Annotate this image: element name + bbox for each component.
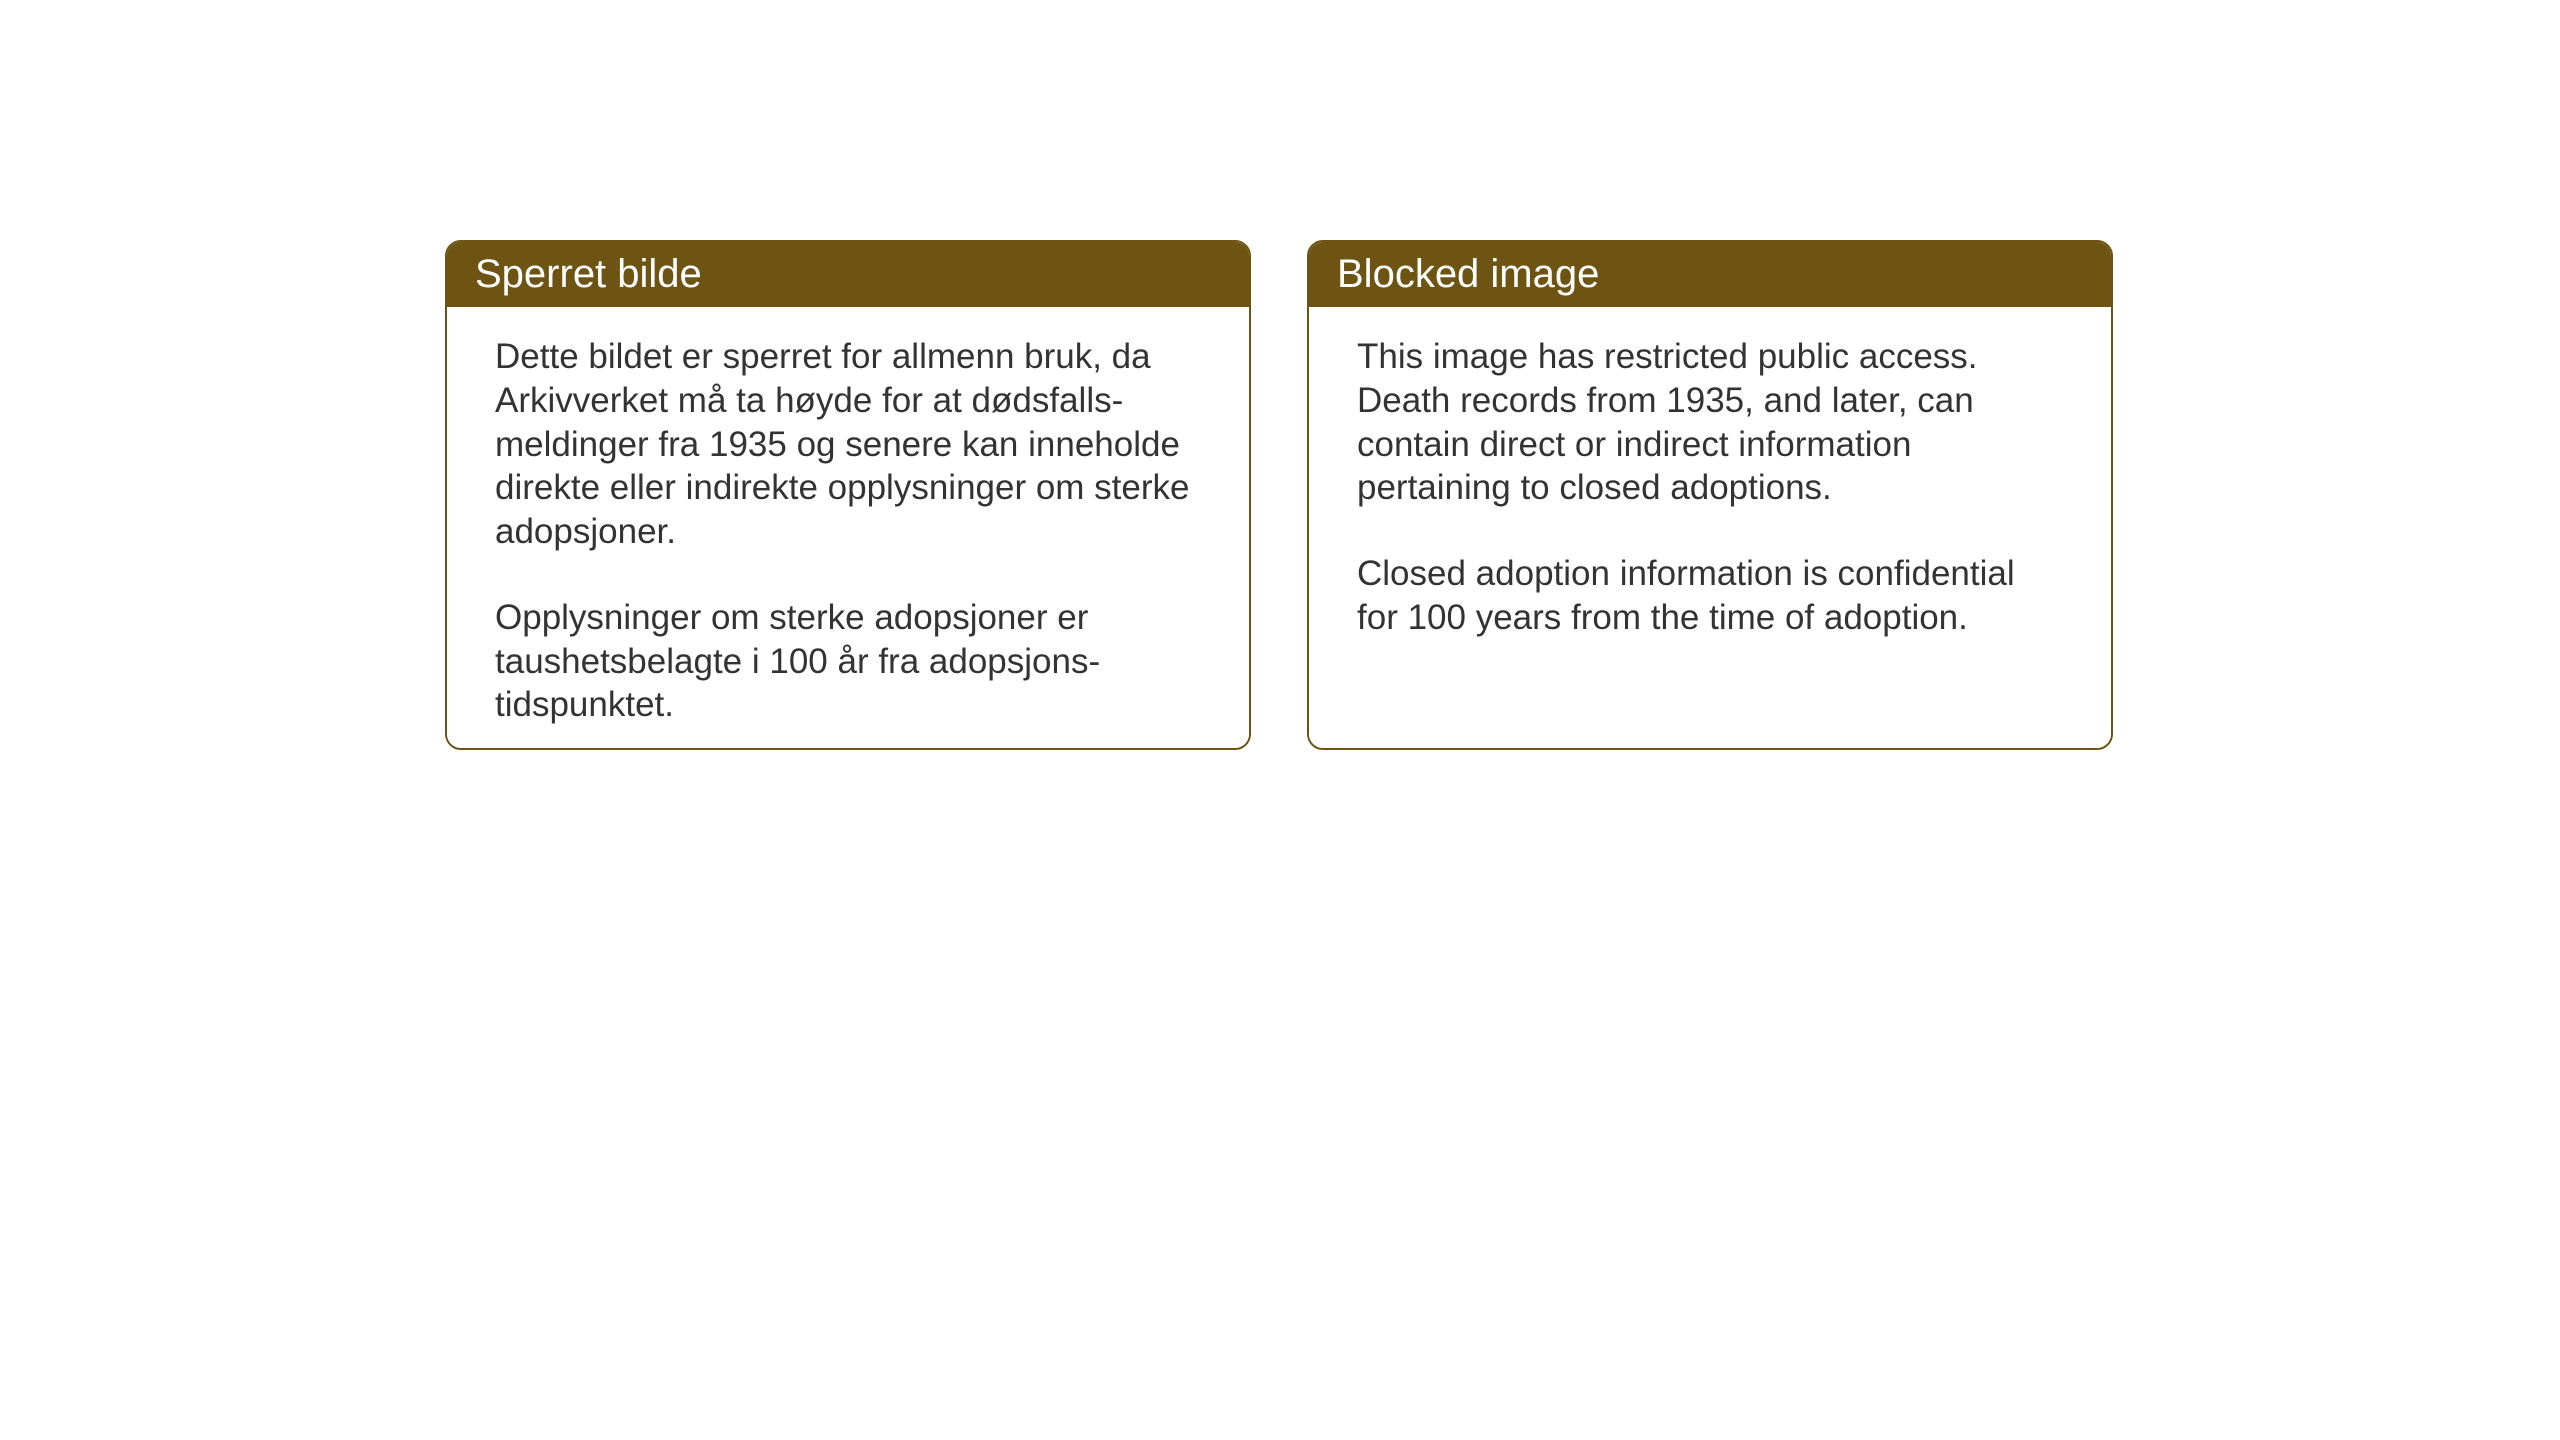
english-notice-card: Blocked image This image has restricted … xyxy=(1307,240,2113,750)
norwegian-paragraph-1: Dette bildet er sperret for allmenn bruk… xyxy=(495,335,1201,554)
english-card-body: This image has restricted public access.… xyxy=(1309,307,2111,748)
norwegian-card-title: Sperret bilde xyxy=(475,252,702,296)
english-paragraph-2: Closed adoption information is confident… xyxy=(1357,552,2063,640)
norwegian-paragraph-2: Opplysninger om sterke adopsjoner er tau… xyxy=(495,596,1201,727)
norwegian-notice-card: Sperret bilde Dette bildet er sperret fo… xyxy=(445,240,1251,750)
notice-container: Sperret bilde Dette bildet er sperret fo… xyxy=(445,240,2113,750)
english-card-header: Blocked image xyxy=(1309,242,2111,307)
norwegian-card-body: Dette bildet er sperret for allmenn bruk… xyxy=(447,307,1249,750)
norwegian-card-header: Sperret bilde xyxy=(447,242,1249,307)
english-card-title: Blocked image xyxy=(1337,252,1599,296)
english-paragraph-1: This image has restricted public access.… xyxy=(1357,335,2063,510)
